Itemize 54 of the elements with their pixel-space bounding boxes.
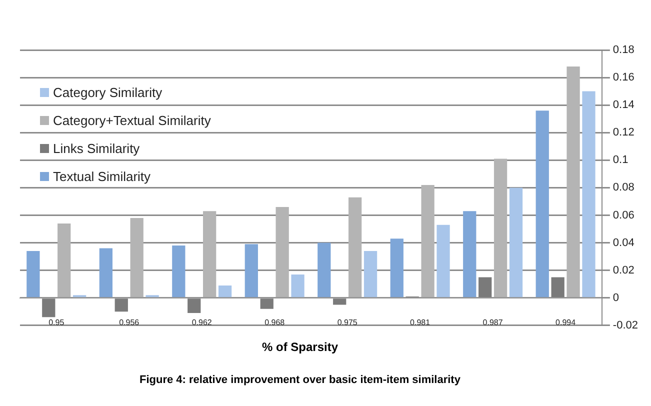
y-tick-label: 0.18 [612, 44, 634, 56]
bar [536, 110, 549, 298]
y-tick-label: -0.02 [612, 319, 638, 332]
y-tick-label: 0.14 [612, 99, 634, 112]
bar [42, 298, 56, 318]
bar [436, 224, 450, 298]
x-tick-label: 0.994 [556, 318, 576, 327]
bar [421, 184, 434, 298]
y-tick-label: 0.02 [612, 264, 634, 276]
y-tick-label: 0.1 [612, 154, 628, 166]
y-tick-label: 0.08 [612, 182, 634, 194]
bar [172, 246, 186, 298]
bar [463, 211, 476, 298]
x-tick-label: 0.987 [482, 318, 504, 327]
bar [130, 218, 144, 298]
caption: Figure 4: relative improvement over basic item-item similarity [138, 374, 462, 386]
bar [390, 238, 404, 298]
bar [494, 158, 508, 298]
bar [551, 277, 564, 298]
bar [291, 274, 304, 298]
bar [582, 91, 596, 298]
bar [188, 298, 201, 314]
x-tick-label: 0.975 [337, 318, 358, 327]
bar [260, 298, 274, 309]
y-tick-label: 0.12 [612, 126, 634, 139]
bar [244, 244, 258, 298]
y-tick-label: 0.04 [612, 236, 634, 249]
legend-label: Textual Similarity [52, 168, 152, 186]
bar [276, 206, 289, 298]
y-tick-label: 0.16 [612, 72, 634, 84]
x-tick-label: 0.95 [48, 318, 65, 327]
bar [26, 251, 40, 298]
y-tick-label: 0 [612, 292, 620, 304]
x-tick-label: 0.968 [264, 318, 286, 327]
legend-label: Links Similarity [52, 140, 141, 158]
bar [333, 298, 346, 305]
bar [318, 242, 331, 298]
bar [114, 298, 128, 312]
bar [364, 251, 378, 298]
x-tick-label: 0.962 [192, 318, 212, 327]
legend-label: Category Similarity [52, 84, 164, 102]
y-tick-label: 0.06 [612, 209, 634, 222]
bar [478, 277, 492, 298]
bar [203, 211, 216, 298]
bar [348, 197, 362, 298]
legend-label: Category+Textual Similarity [52, 112, 211, 130]
bar [99, 248, 112, 298]
x-tick-label: 0.956 [119, 318, 140, 327]
x-axis-title: % of Sparsity [260, 340, 340, 354]
x-tick-label: 0.981 [410, 318, 431, 327]
bar [218, 285, 232, 298]
bar [509, 188, 523, 298]
bar [566, 66, 580, 298]
bar [58, 224, 71, 298]
